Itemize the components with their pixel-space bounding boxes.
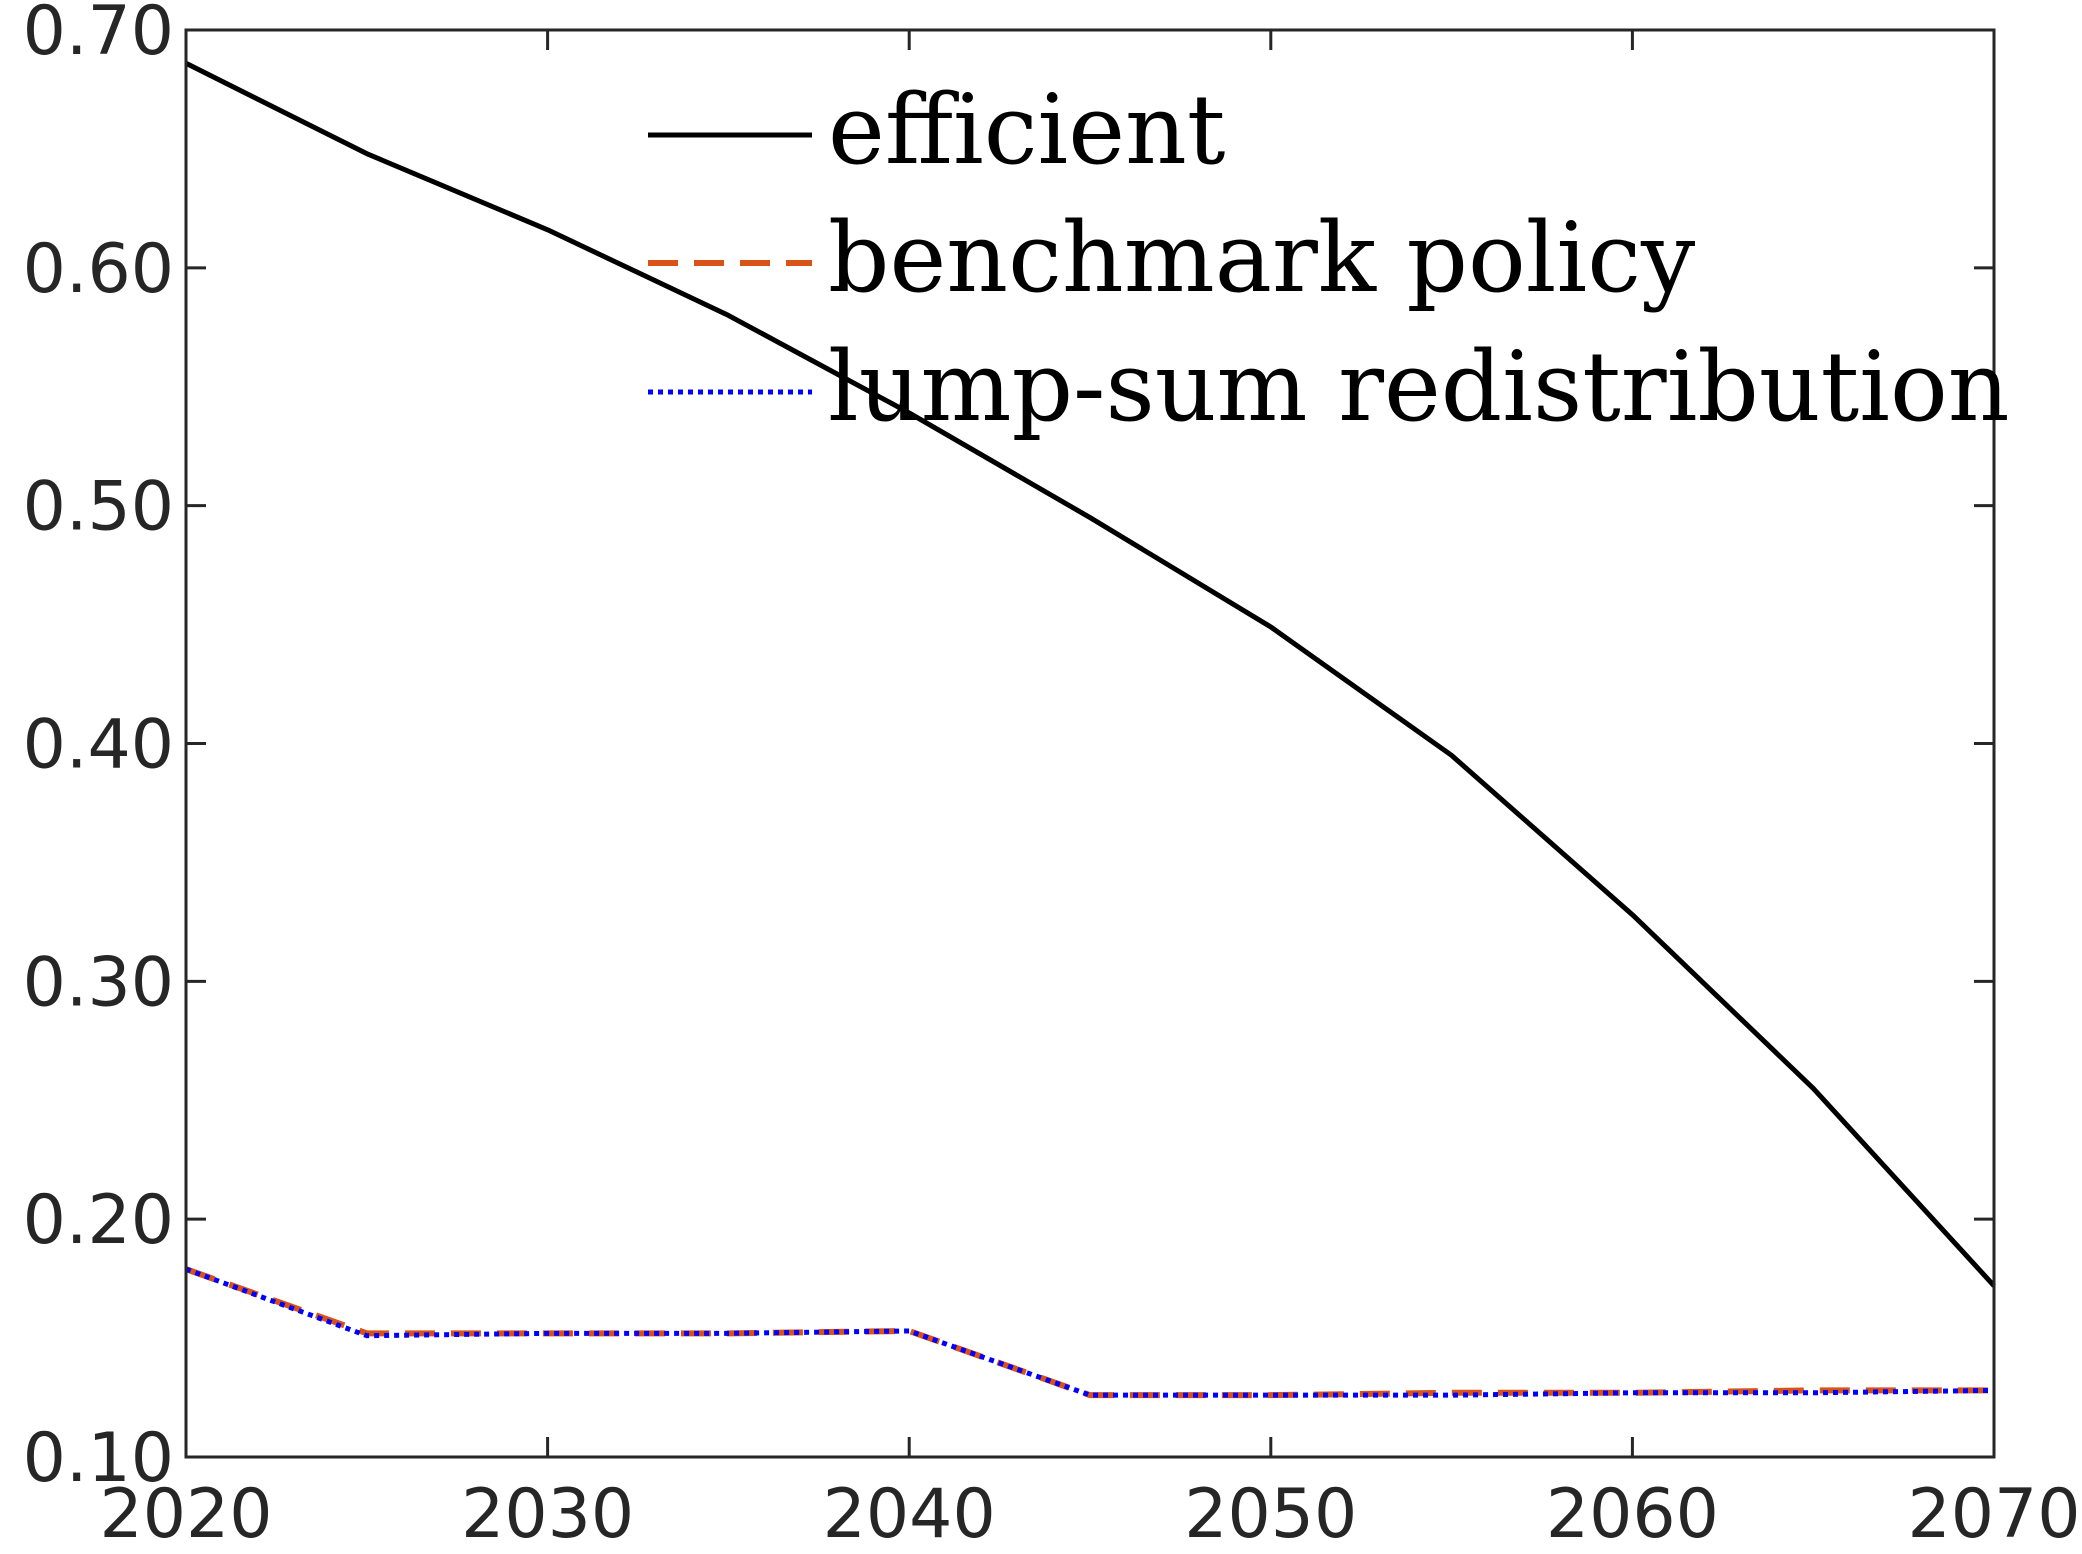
y-tick-label: 0.10: [23, 1419, 174, 1498]
y-tick-label: 0.50: [23, 468, 174, 547]
plot-background: [186, 30, 1994, 1457]
axes-layer: 2020 2030 2040 2050 2060 2070 0.10 0.20 0.30 0.40…: [23, 0, 2081, 1554]
series-line-2: [185, 1266, 1995, 1398]
y-tick-label: 0.70: [23, 0, 174, 71]
plot-area: [186, 30, 1994, 1457]
legend-label-0: efficient: [828, 74, 1225, 186]
x-tick-label: 2020: [99, 1475, 272, 1554]
y-tick-label: 0.20: [23, 1181, 174, 1260]
series-line-1: [184, 1266, 1994, 1399]
x-tick-label: 2040: [823, 1475, 996, 1554]
series-line-0: [184, 61, 1996, 1288]
y-tick-label: 0.60: [23, 230, 174, 309]
y-tick-label: 0.40: [23, 706, 174, 785]
x-tick-label: 2070: [1907, 1475, 2080, 1554]
y-tick-label: 0.30: [23, 943, 174, 1022]
legend: efficient benchmark policy lump-sum redist…: [648, 74, 2010, 443]
x-tick-label: 2060: [1546, 1475, 1719, 1554]
series-layer: [184, 61, 1996, 1399]
legend-label-1: benchmark policy: [828, 202, 1695, 314]
legend-label-2: lump-sum redistribution: [828, 331, 2010, 443]
x-tick-label: 2050: [1184, 1475, 1357, 1554]
x-tick-label: 2030: [461, 1475, 634, 1554]
